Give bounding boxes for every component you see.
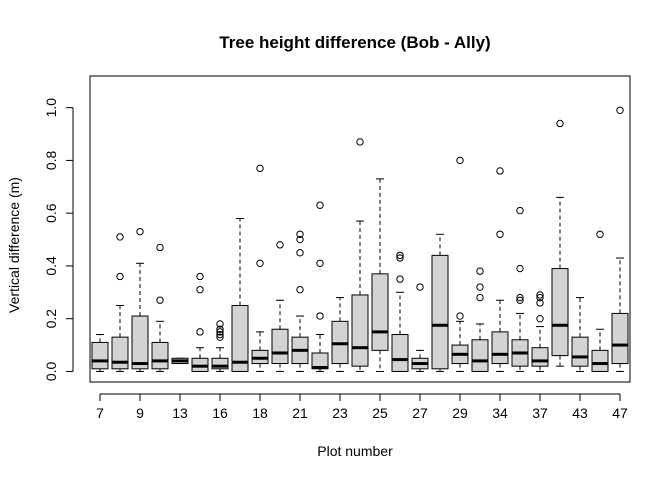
plot-frame — [89, 75, 631, 383]
y-tick-label: 0.8 — [43, 150, 59, 170]
box-iqr — [111, 336, 129, 370]
x-tick-label: 37 — [532, 405, 548, 421]
outlier-point — [196, 328, 204, 336]
outlier-point — [216, 328, 224, 336]
chart-title: Tree height difference (Bob - Ally) — [219, 33, 490, 52]
outlier-point — [516, 296, 524, 304]
outlier-point — [216, 325, 224, 333]
outlier-point — [116, 272, 124, 281]
outlier-point — [316, 312, 324, 320]
box-iqr — [531, 347, 549, 367]
outlier-point — [296, 285, 304, 294]
box-iqr — [271, 328, 289, 365]
x-tick-label: 29 — [452, 405, 468, 421]
x-tick-label: 47 — [612, 405, 628, 421]
outlier-point — [396, 275, 404, 283]
x-tick-label: 43 — [572, 405, 588, 421]
x-tick-label: 13 — [172, 405, 188, 421]
outlier-point — [316, 259, 324, 267]
outlier-point — [536, 293, 544, 302]
x-tick-label: 21 — [292, 405, 308, 421]
x-tick-label: 23 — [332, 405, 348, 421]
outlier-point — [516, 293, 524, 302]
outlier-point — [156, 296, 164, 304]
box-iqr — [551, 268, 569, 357]
outlier-point — [516, 206, 524, 215]
outlier-point — [316, 201, 324, 209]
outlier-point — [516, 264, 524, 273]
outlier-point — [396, 254, 404, 262]
box-iqr — [431, 254, 449, 370]
box-iqr — [371, 273, 389, 351]
y-tick-label: 0.4 — [43, 256, 59, 276]
x-tick-label: 7 — [96, 405, 104, 421]
outlier-point — [116, 233, 124, 241]
outlier-point — [416, 283, 424, 291]
box-iqr — [611, 312, 629, 365]
y-tick-label: 0.0 — [43, 362, 59, 382]
outlier-point — [256, 164, 264, 173]
outlier-point — [216, 330, 224, 339]
x-tick-label: 18 — [252, 405, 268, 421]
outlier-point — [536, 291, 544, 299]
y-axis-label: Vertical difference (m) — [6, 177, 22, 313]
x-axis-label: Plot number — [317, 443, 393, 459]
x-tick-label: 9 — [136, 405, 144, 421]
outlier-point — [196, 272, 204, 281]
box-iqr — [491, 331, 509, 365]
outlier-point — [456, 156, 464, 165]
outlier-point — [616, 106, 624, 114]
outlier-point — [256, 259, 264, 267]
box-iqr — [231, 305, 249, 372]
outlier-point — [136, 227, 144, 236]
outlier-point — [496, 230, 504, 238]
outlier-point — [216, 320, 224, 328]
box-iqr — [571, 336, 589, 367]
outlier-point — [296, 235, 304, 244]
outlier-point — [456, 312, 464, 320]
box-iqr — [471, 339, 489, 372]
outlier-point — [536, 299, 544, 307]
outlier-point — [196, 285, 204, 294]
outlier-point — [476, 283, 484, 291]
outlier-point — [276, 241, 284, 249]
box-iqr — [391, 334, 409, 372]
outlier-point — [476, 267, 484, 275]
box-iqr — [131, 315, 149, 370]
box-iqr — [211, 357, 229, 370]
x-tick-label: 27 — [412, 405, 428, 421]
outlier-point — [476, 293, 484, 302]
y-tick-label: 1.0 — [43, 98, 59, 118]
outlier-point — [596, 230, 604, 238]
box-iqr — [91, 341, 109, 370]
outlier-point — [356, 138, 364, 146]
x-tick-label: 34 — [492, 405, 508, 421]
y-tick-label: 0.6 — [43, 203, 59, 223]
outlier-point — [556, 119, 564, 128]
chart-marks: 0.0 0.2 0.4 0.6 0.8 1.0 7 9 13 16 18 21 23 25 27 29 34 37… — [43, 75, 631, 421]
x-tick-label: 25 — [372, 405, 388, 421]
outlier-point — [296, 249, 304, 257]
outlier-point — [216, 333, 224, 341]
x-tick-label: 16 — [212, 405, 228, 421]
outlier-point — [396, 251, 404, 260]
outlier-point — [296, 230, 304, 238]
outlier-point — [156, 243, 164, 252]
outlier-point — [496, 167, 504, 175]
outlier-point — [536, 314, 544, 323]
box-iqr — [591, 349, 609, 372]
box-iqr — [351, 294, 369, 367]
box-iqr — [151, 341, 169, 370]
y-tick-label: 0.2 — [43, 309, 59, 329]
